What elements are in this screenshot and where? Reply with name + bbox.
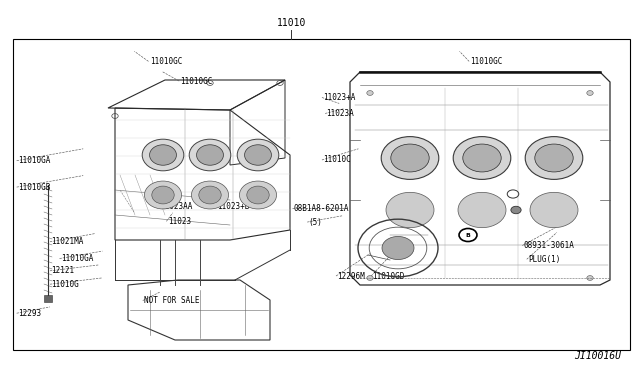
Ellipse shape xyxy=(382,237,414,260)
Text: 11023+A: 11023+A xyxy=(323,93,356,102)
Ellipse shape xyxy=(196,145,223,165)
Ellipse shape xyxy=(511,206,521,214)
Text: PLUG(1): PLUG(1) xyxy=(528,255,561,264)
Ellipse shape xyxy=(189,139,231,171)
Text: 12121: 12121 xyxy=(51,266,74,275)
Ellipse shape xyxy=(150,145,177,165)
Text: 11021MA: 11021MA xyxy=(51,237,84,246)
Ellipse shape xyxy=(391,144,429,172)
Ellipse shape xyxy=(381,137,439,179)
Bar xyxy=(13,39,630,350)
Text: 11023: 11023 xyxy=(168,217,191,226)
Ellipse shape xyxy=(386,192,434,228)
Ellipse shape xyxy=(199,186,221,204)
Ellipse shape xyxy=(525,137,583,179)
Text: 11010GA: 11010GA xyxy=(61,254,93,263)
Text: 11010GA: 11010GA xyxy=(18,156,51,165)
Ellipse shape xyxy=(191,181,228,209)
Text: 11010GC: 11010GC xyxy=(470,57,503,66)
Ellipse shape xyxy=(237,139,279,171)
Text: NOT FOR SALE: NOT FOR SALE xyxy=(144,296,200,305)
Ellipse shape xyxy=(535,144,573,172)
Ellipse shape xyxy=(367,276,373,280)
Ellipse shape xyxy=(152,186,174,204)
Text: 12296M: 12296M xyxy=(337,272,365,280)
Text: 11010GC: 11010GC xyxy=(150,57,183,66)
Text: 11010G: 11010G xyxy=(51,280,79,289)
Text: 11010GD: 11010GD xyxy=(372,272,405,280)
Ellipse shape xyxy=(142,139,184,171)
Ellipse shape xyxy=(463,144,501,172)
Text: 11010GB: 11010GB xyxy=(18,183,51,192)
Ellipse shape xyxy=(530,192,578,228)
Text: 12293: 12293 xyxy=(18,309,41,318)
Text: 08B1A8-6201A: 08B1A8-6201A xyxy=(293,204,349,213)
Text: 11023AA: 11023AA xyxy=(160,202,193,211)
Ellipse shape xyxy=(458,192,506,228)
Text: 11010C: 11010C xyxy=(323,155,351,164)
Bar xyxy=(44,295,52,302)
Text: (5): (5) xyxy=(308,218,323,227)
Text: 11010GC: 11010GC xyxy=(180,77,213,86)
Text: 11023+B: 11023+B xyxy=(218,202,250,211)
Ellipse shape xyxy=(453,137,511,179)
Ellipse shape xyxy=(239,181,276,209)
Text: 08931-3061A: 08931-3061A xyxy=(524,241,574,250)
Text: JI10016U: JI10016U xyxy=(574,351,621,361)
Ellipse shape xyxy=(247,186,269,204)
Ellipse shape xyxy=(587,91,593,96)
Ellipse shape xyxy=(587,276,593,280)
Text: B: B xyxy=(465,232,470,237)
Ellipse shape xyxy=(367,91,373,96)
Ellipse shape xyxy=(244,145,271,165)
Text: 11023A: 11023A xyxy=(326,109,354,118)
Text: 11010: 11010 xyxy=(276,18,306,28)
Ellipse shape xyxy=(145,181,182,209)
